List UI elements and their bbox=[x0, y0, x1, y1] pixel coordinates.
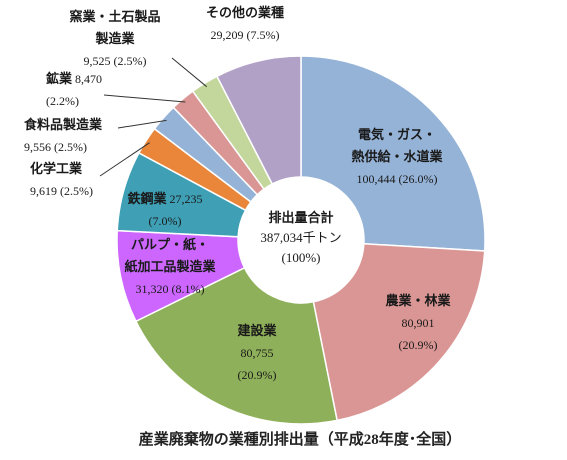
share-label: (20.9%) bbox=[237, 368, 277, 382]
category: 電気・ガス・ 熱供給・水道業 bbox=[351, 127, 443, 164]
slice-label: 電気・ガス・ 熱供給・水道業 100,444 (26.0%) bbox=[351, 124, 442, 190]
total-share: (100%) bbox=[281, 250, 321, 265]
value-label: 31,320 bbox=[135, 282, 169, 296]
category: 鉄鋼業 bbox=[127, 191, 167, 206]
chart-title: 産業廃棄物の業種別排出量（平成28年度･全国） bbox=[138, 432, 462, 448]
value-label: 9,556 bbox=[24, 140, 51, 154]
center-title: 排出量合計 bbox=[268, 210, 334, 225]
value-label: 80,755 bbox=[240, 346, 274, 360]
share-label: (2.2%) bbox=[46, 94, 79, 108]
slice-label: 鉄鋼業 27,235 (7.0%) bbox=[127, 188, 202, 232]
hole bbox=[238, 177, 364, 303]
share-label: (8.1%) bbox=[171, 282, 205, 296]
total: 387,034千トン bbox=[260, 230, 342, 245]
slice-label: 窯業・土石製品 製造業 9,525 (2.5%) bbox=[69, 6, 160, 72]
category: 食料品製造業 bbox=[24, 117, 103, 132]
value-label: 9,525 bbox=[83, 54, 111, 68]
slice-label: 建設業 80,755 (20.9%) bbox=[237, 320, 276, 386]
leader-line bbox=[103, 94, 186, 103]
value-label: 8,470 bbox=[75, 72, 103, 86]
share-label: (2.5%) bbox=[60, 184, 93, 198]
value-label: 100,444 bbox=[356, 172, 396, 186]
share-label: (2.5%) bbox=[113, 54, 147, 68]
slice-label: 鉱業 8,470 (2.2%) bbox=[46, 68, 102, 112]
category: 農業・林業 bbox=[385, 293, 451, 308]
category: 鉱業 bbox=[46, 71, 73, 86]
center-label: 排出量合計 387,034千トン (100%) bbox=[260, 208, 341, 268]
slice-label: 食料品製造業 9,556 (2.5%) bbox=[24, 114, 102, 158]
category: パルプ・紙・ 紙加工品製造業 bbox=[124, 237, 216, 274]
slice-label: 化学工業 9,619 (2.5%) bbox=[30, 158, 93, 202]
slice-label: その他の業種 29,209 (7.5%) bbox=[206, 2, 284, 46]
share-label: (7.0%) bbox=[148, 214, 182, 228]
share-label: (2.5%) bbox=[54, 140, 87, 154]
leader-line bbox=[171, 57, 208, 88]
share-label: (26.0%) bbox=[398, 172, 438, 186]
value-label: 9,619 bbox=[30, 184, 57, 198]
leader-line bbox=[99, 142, 150, 177]
slice-label: パルプ・紙・ 紙加工品製造業 31,320 (8.1%) bbox=[124, 234, 215, 300]
value-label: 29,209 bbox=[210, 28, 244, 42]
category: 建設業 bbox=[237, 323, 277, 338]
value-label: 80,901 bbox=[401, 316, 435, 330]
share-label: (20.9%) bbox=[398, 338, 438, 352]
category: 窯業・土石製品 製造業 bbox=[69, 9, 161, 46]
share-label: (7.5%) bbox=[246, 28, 280, 42]
leader-line bbox=[117, 119, 167, 129]
category: その他の業種 bbox=[205, 5, 285, 20]
slice-label: 農業・林業 80,901 (20.9%) bbox=[385, 290, 450, 356]
category: 化学工業 bbox=[30, 161, 83, 176]
value-label: 27,235 bbox=[169, 192, 203, 206]
